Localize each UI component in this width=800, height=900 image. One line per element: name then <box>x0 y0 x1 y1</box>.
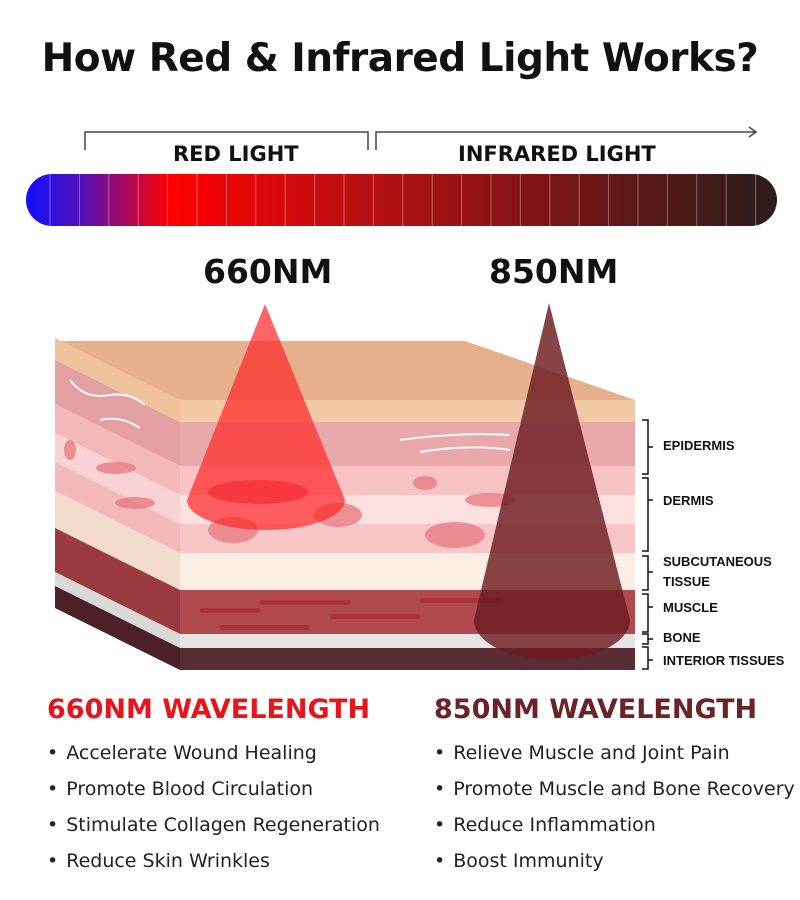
layer-dermis: DERMIS <box>663 493 714 508</box>
skin-layer-side <box>55 491 180 590</box>
spectrum-bar <box>26 174 777 226</box>
list-item: Reduce Inflammation <box>434 807 795 843</box>
red-section-heading: 660NM WAVELENGTH <box>47 694 371 725</box>
layer-bone: BONE <box>663 630 701 645</box>
list-item: Promote Blood Circulation <box>47 771 380 807</box>
skin-layer-side <box>55 586 180 670</box>
layer-tissue: TISSUE <box>663 574 710 589</box>
skin-layer-side <box>55 404 180 495</box>
red-light-label: RED LIGHT <box>173 142 299 166</box>
layer-interior-tissues: INTERIOR TISSUES <box>663 653 785 668</box>
infrared-wavelength-label: 850NM <box>489 252 619 291</box>
skin-layer-side <box>55 462 180 553</box>
list-item: Relieve Muscle and Joint Pain <box>434 735 795 771</box>
red-light-cone <box>187 304 345 530</box>
list-item: Promote Muscle and Bone Recovery <box>434 771 795 807</box>
layer-muscle: MUSCLE <box>663 600 718 615</box>
layer-epidermis: EPIDERMIS <box>663 438 735 453</box>
skin-top-face <box>55 341 635 400</box>
layer-brackets <box>642 419 653 670</box>
red-section: 660NM WAVELENGTH Accelerate Wound Healin… <box>47 694 380 879</box>
page-title: How Red & Infrared Light Works? <box>41 36 759 81</box>
infrared-light-label: INFRARED LIGHT <box>458 142 656 166</box>
skin-diagram <box>55 303 653 670</box>
red-wavelength-label: 660NM <box>203 252 333 291</box>
infrared-benefits-list: Relieve Muscle and Joint Pain Promote Mu… <box>434 735 795 879</box>
skin-layer-side <box>55 528 180 634</box>
range-bracket <box>84 126 758 150</box>
list-item: Accelerate Wound Healing <box>47 735 380 771</box>
skin-layer-side <box>55 360 180 466</box>
layer-subcutaneous: SUBCUTANEOUS <box>663 554 772 569</box>
skin-layer-side <box>55 338 180 422</box>
list-item: Stimulate Collagen Regeneration <box>47 807 380 843</box>
infrared-light-cone <box>474 303 630 660</box>
red-benefits-list: Accelerate Wound Healing Promote Blood C… <box>47 735 380 879</box>
skin-layer-side <box>55 572 180 648</box>
list-item: Boost Immunity <box>434 843 795 879</box>
list-item: Reduce Skin Wrinkles <box>47 843 380 879</box>
infrared-section-heading: 850NM WAVELENGTH <box>434 694 758 725</box>
spectrum <box>26 126 777 226</box>
infrared-section: 850NM WAVELENGTH Relieve Muscle and Join… <box>434 694 795 879</box>
